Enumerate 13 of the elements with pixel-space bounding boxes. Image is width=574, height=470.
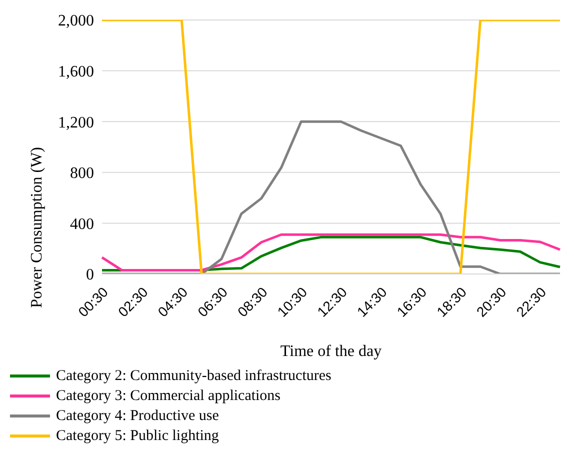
legend-label: Category 3: Commercial applications [56, 387, 281, 406]
y-tick-label: 400 [70, 216, 94, 233]
y-tick-label: 0 [86, 266, 94, 284]
x-axis-title: Time of the day [280, 343, 382, 360]
y-tick-label: 2,000 [58, 12, 94, 30]
legend-label: Category 4: Productive use [56, 407, 219, 426]
line-series [100, 120, 562, 274]
y-tick-label: 1,200 [58, 114, 94, 132]
legend-label: Category 5: Public lighting [56, 427, 219, 446]
y-tick-label: 1,600 [58, 63, 94, 80]
legend-label: Category 2: Community-based infrastructures [56, 367, 332, 386]
y-axis-title: Power Consumption (W) [28, 147, 46, 308]
y-tick-label: 800 [70, 165, 94, 182]
